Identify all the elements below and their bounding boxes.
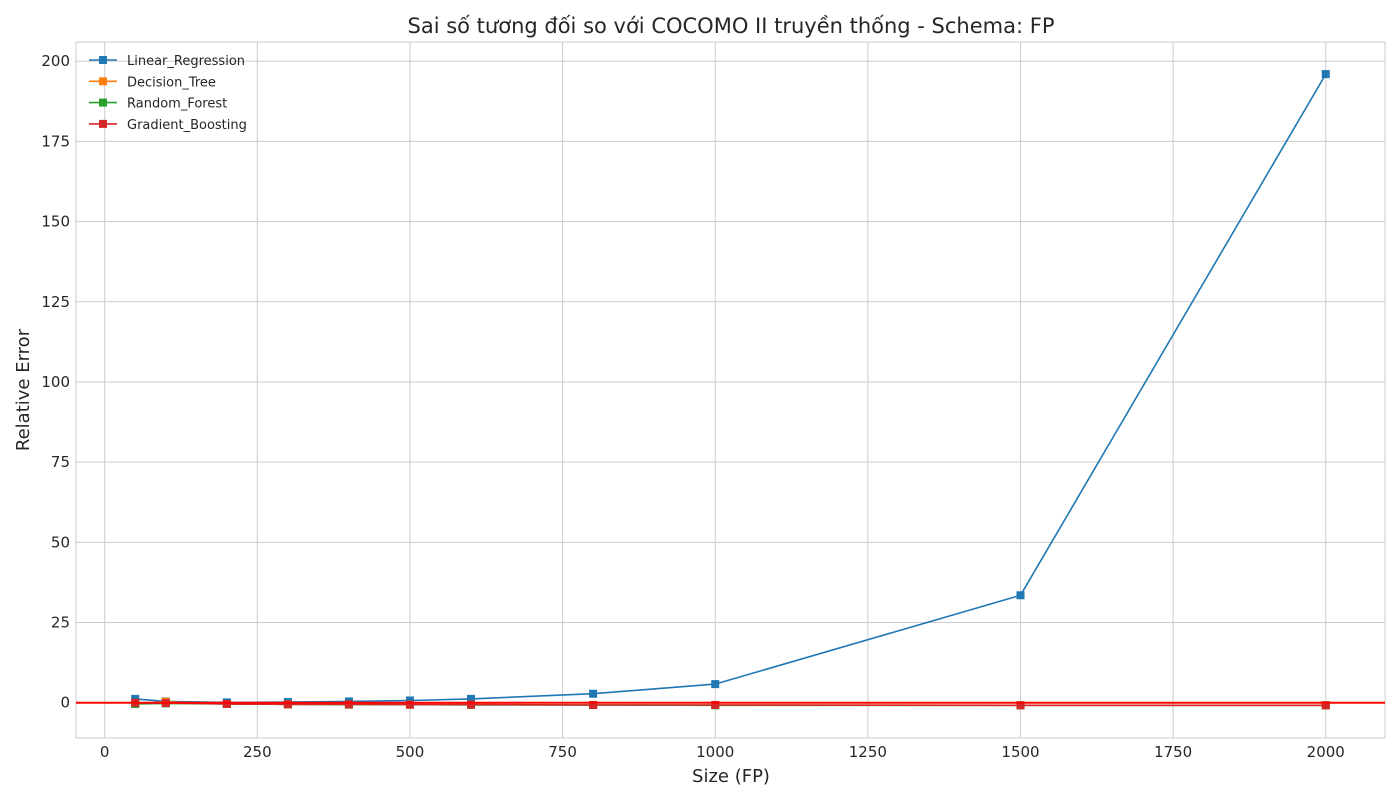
- legend-label: Gradient_Boosting: [127, 118, 247, 133]
- legend-marker: [99, 119, 107, 128]
- x-tick-label: 1500: [1001, 743, 1039, 761]
- legend-marker: [99, 98, 107, 107]
- data-point-linear-regression: [1321, 70, 1330, 79]
- legend-label: Decision_Tree: [127, 75, 216, 90]
- x-tick-label: 500: [396, 743, 425, 761]
- y-tick-label: 25: [51, 614, 70, 632]
- legend-label: Random_Forest: [127, 97, 227, 112]
- plot-frame: [75, 41, 1386, 739]
- series-line-linear-regression: [135, 73, 1327, 704]
- data-point-gradient-boosting: [1016, 701, 1025, 710]
- y-tick-label: 125: [41, 293, 70, 311]
- data-point-gradient-boosting: [1321, 701, 1330, 710]
- x-tick-label: 0: [100, 743, 110, 761]
- data-point-linear-regression: [405, 696, 414, 705]
- data-point-gradient-boosting: [467, 700, 476, 709]
- x-tick-label: 1750: [1154, 743, 1192, 761]
- legend: Linear_Regression Decision_Tree Random_For…: [89, 54, 247, 133]
- data-point-linear-regression: [467, 694, 476, 703]
- legend-marker: [99, 77, 107, 86]
- grid: [76, 42, 1385, 738]
- data-point-gradient-boosting: [589, 700, 598, 709]
- data-point-linear-regression: [1016, 591, 1025, 600]
- y-tick-label: 100: [41, 373, 70, 391]
- data-point-gradient-boosting: [283, 700, 292, 709]
- data-point-gradient-boosting: [405, 700, 414, 709]
- x-axis-label: Size (FP): [692, 766, 770, 787]
- y-tick-label: 150: [41, 213, 70, 231]
- y-tick-label: 50: [51, 533, 70, 551]
- y-tick-label: 175: [41, 132, 70, 150]
- y-tick-label: 0: [60, 694, 70, 712]
- x-tick-label: 1250: [849, 743, 887, 761]
- x-tick-label: 1000: [696, 743, 734, 761]
- y-axis-label: Relative Error: [13, 328, 34, 451]
- series-group: [76, 70, 1385, 710]
- chart-title: Sai số tương đối so với COCOMO II truyền…: [408, 14, 1055, 38]
- x-tick-label: 2000: [1307, 743, 1345, 761]
- x-tick-label: 250: [243, 743, 272, 761]
- x-tick-label: 750: [548, 743, 577, 761]
- data-point-gradient-boosting: [344, 700, 353, 709]
- y-tick-label: 75: [51, 453, 70, 471]
- data-point-linear-regression: [589, 689, 598, 698]
- legend-label: Linear_Regression: [127, 54, 245, 69]
- y-tick-label: 200: [41, 52, 70, 70]
- legend-marker: [99, 56, 107, 64]
- data-point-gradient-boosting: [711, 700, 720, 709]
- data-point-linear-regression: [711, 680, 720, 689]
- data-point-gradient-boosting: [222, 700, 231, 709]
- tick-labels: 0 250 500 750 1000 1250 1500 1750 2000 0 25 50 75 100…: [41, 52, 1345, 761]
